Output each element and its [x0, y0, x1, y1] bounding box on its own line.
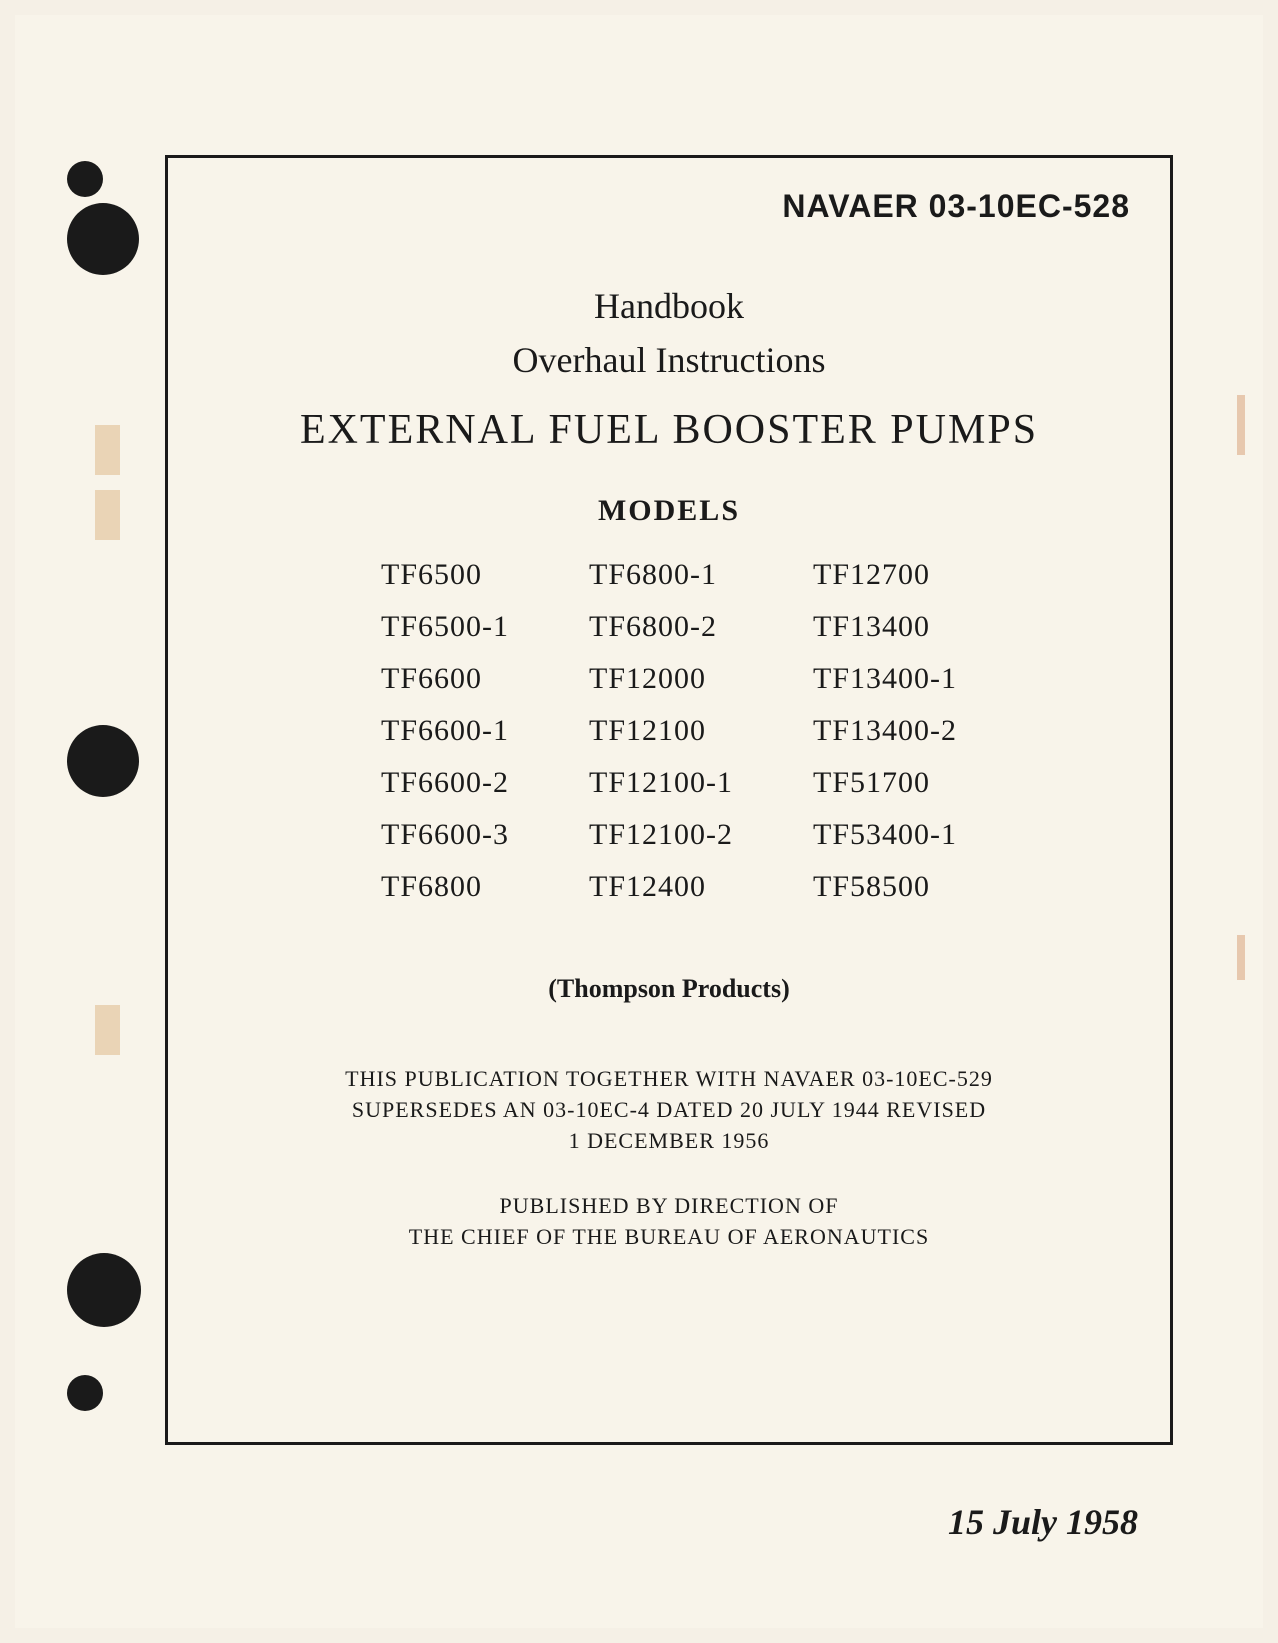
- main-title: EXTERNAL FUEL BOOSTER PUMPS: [208, 406, 1130, 454]
- model-number: TF6800: [381, 870, 509, 904]
- binding-mark: [95, 1005, 120, 1055]
- model-number: TF12400: [589, 870, 733, 904]
- model-number: TF13400-2: [813, 714, 957, 748]
- model-number: TF12100-2: [589, 818, 733, 852]
- document-number: NAVAER 03-10EC-528: [208, 188, 1130, 225]
- page-stain: [1237, 395, 1245, 455]
- models-grid: TF6500 TF6500-1 TF6600 TF6600-1 TF6600-2…: [208, 558, 1130, 904]
- punch-hole: [67, 1375, 103, 1411]
- page-container: NAVAER 03-10EC-528 Handbook Overhaul Ins…: [15, 15, 1263, 1628]
- publication-note-line: 1 DECEMBER 1956: [208, 1126, 1130, 1157]
- model-number: TF12100-1: [589, 766, 733, 800]
- model-number: TF6500: [381, 558, 509, 592]
- publication-note: THIS PUBLICATION TOGETHER WITH NAVAER 03…: [208, 1064, 1130, 1156]
- model-number: TF13400: [813, 610, 957, 644]
- page-stain: [1237, 935, 1245, 980]
- punch-hole: [67, 1253, 141, 1327]
- model-number: TF6800-2: [589, 610, 733, 644]
- model-number: TF6600-2: [381, 766, 509, 800]
- binding-mark: [95, 490, 120, 540]
- model-number: TF51700: [813, 766, 957, 800]
- models-header: MODELS: [208, 494, 1130, 528]
- model-number: TF6600: [381, 662, 509, 696]
- publication-note-line: THIS PUBLICATION TOGETHER WITH NAVAER 03…: [208, 1064, 1130, 1095]
- binding-mark: [95, 425, 120, 475]
- publisher-line: PUBLISHED BY DIRECTION OF: [208, 1191, 1130, 1222]
- punch-hole: [67, 161, 103, 197]
- models-column-1: TF6500 TF6500-1 TF6600 TF6600-1 TF6600-2…: [381, 558, 509, 904]
- handbook-label: Handbook: [208, 285, 1130, 327]
- overhaul-label: Overhaul Instructions: [208, 339, 1130, 381]
- model-number: TF6600-3: [381, 818, 509, 852]
- model-number: TF12700: [813, 558, 957, 592]
- model-number: TF6800-1: [589, 558, 733, 592]
- model-number: TF12100: [589, 714, 733, 748]
- model-number: TF6600-1: [381, 714, 509, 748]
- publication-note-line: SUPERSEDES AN 03-10EC-4 DATED 20 JULY 19…: [208, 1095, 1130, 1126]
- model-number: TF13400-1: [813, 662, 957, 696]
- model-number: TF6500-1: [381, 610, 509, 644]
- publisher-info: PUBLISHED BY DIRECTION OF THE CHIEF OF T…: [208, 1191, 1130, 1253]
- model-number: TF58500: [813, 870, 957, 904]
- models-column-2: TF6800-1 TF6800-2 TF12000 TF12100 TF1210…: [589, 558, 733, 904]
- publication-date: 15 July 1958: [948, 1501, 1138, 1543]
- manufacturer-name: (Thompson Products): [208, 974, 1130, 1004]
- punch-hole: [67, 203, 139, 275]
- model-number: TF12000: [589, 662, 733, 696]
- publisher-line: THE CHIEF OF THE BUREAU OF AERONAUTICS: [208, 1222, 1130, 1253]
- content-frame: NAVAER 03-10EC-528 Handbook Overhaul Ins…: [165, 155, 1173, 1445]
- models-column-3: TF12700 TF13400 TF13400-1 TF13400-2 TF51…: [813, 558, 957, 904]
- punch-hole: [67, 725, 139, 797]
- model-number: TF53400-1: [813, 818, 957, 852]
